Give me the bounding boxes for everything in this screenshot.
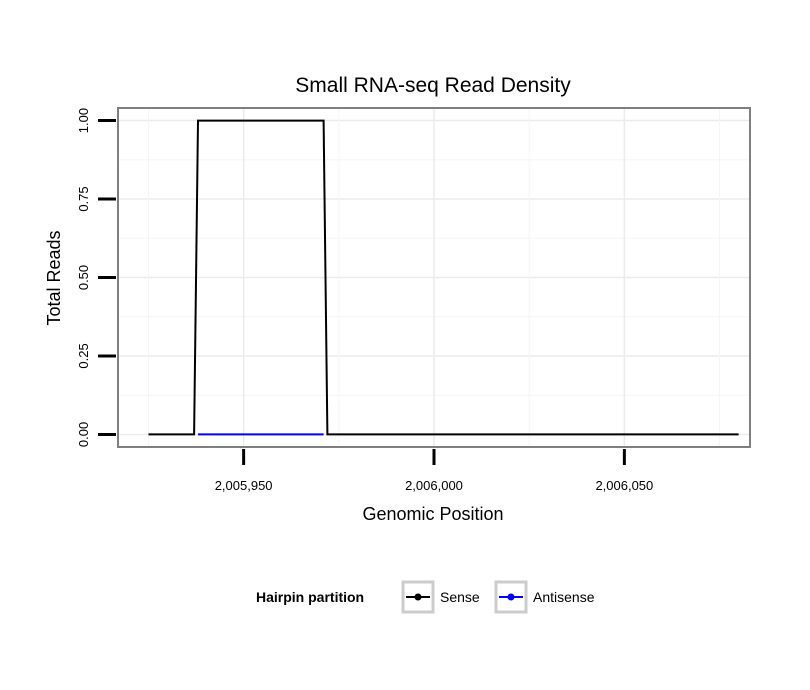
legend-label-antisense: Antisense [533,589,595,605]
x-tick-label: 2,006,050 [595,478,653,493]
plot-lines [148,119,739,436]
x-tick-label: 2,005,950 [215,478,273,493]
y-tick-label: 0.25 [76,343,91,368]
series-line-sense [148,119,739,436]
y-axis: 0.00 0.25 0.50 0.75 1.00 [76,108,116,447]
y-axis-title: Total Reads [44,230,64,325]
y-tick-label: 0.50 [76,265,91,290]
y-tick-label: 1.00 [76,108,91,133]
legend-key-point [507,593,515,601]
x-tick-label: 2,006,000 [405,478,463,493]
chart-title: Small RNA-seq Read Density [295,74,571,97]
x-axis: 2,005,950 2,006,000 2,006,050 [215,449,653,493]
y-tick-label: 0.75 [76,186,91,211]
x-axis-title: Genomic Position [362,504,503,524]
legend-key-point [414,593,422,601]
legend-title: Hairpin partition [256,589,364,605]
legend-label-sense: Sense [440,589,480,605]
plot-border [117,107,751,448]
legend: Hairpin partition Sense Antisense [256,580,595,614]
grid [118,108,750,447]
y-tick-label: 0.00 [76,422,91,447]
